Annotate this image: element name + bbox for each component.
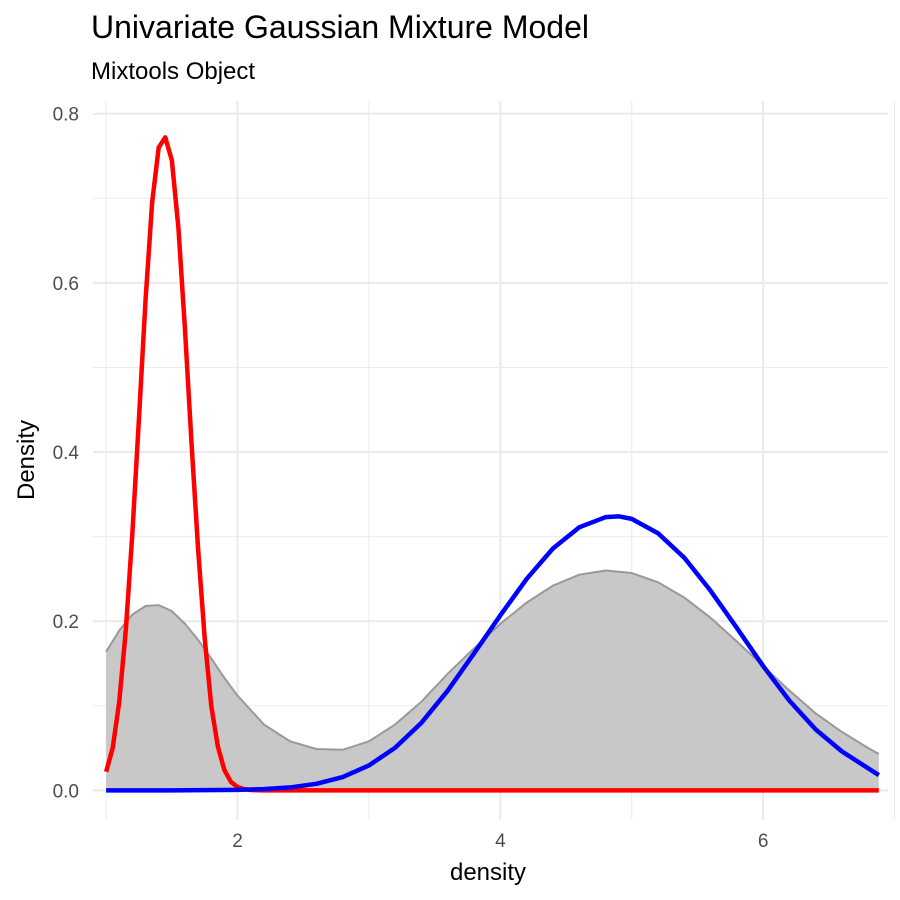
x-tick-label: 2 [232,831,243,852]
x-tick-label: 4 [495,831,506,852]
density-area-fill [106,570,879,791]
plot-series [103,135,881,793]
y-tick-label: 0.6 [53,274,79,295]
y-axis-label: Density [13,420,40,500]
component-1-curve [103,135,879,793]
tick-labels: 0.0 0.2 0.4 0.6 0.8 2 4 6 [53,105,769,852]
y-tick-label: 0.4 [53,443,80,464]
y-tick-label: 0.2 [53,612,79,633]
y-tick-label: 0.8 [53,105,79,126]
y-tick-label: 0.0 [53,781,79,802]
component-2-curve [106,514,881,793]
x-tick-label: 6 [758,831,769,852]
density-area-outline [105,569,880,755]
chart-subtitle: Mixtools Object [91,58,255,85]
chart-title: Univariate Gaussian Mixture Model [91,9,589,45]
x-axis-label: density [450,859,526,886]
